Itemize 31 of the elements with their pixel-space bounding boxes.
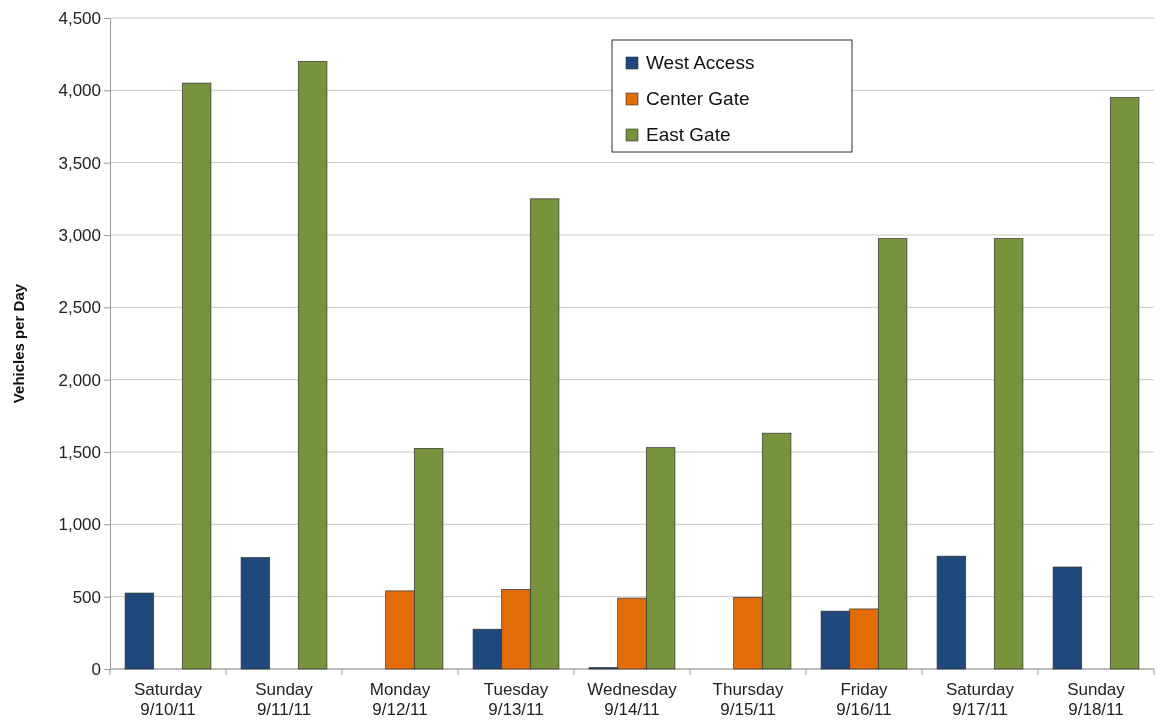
- y-tick-label: 4,500: [58, 8, 101, 28]
- y-tick-label: 1,000: [58, 515, 101, 535]
- x-tick-label: Monday 9/12/11: [369, 680, 431, 719]
- bar: [1109, 97, 1140, 670]
- y-tick-label: 500: [72, 587, 101, 607]
- bar: [936, 555, 967, 670]
- y-tick-label: 1,500: [58, 442, 101, 462]
- y-tick-label: 3,000: [58, 225, 101, 245]
- x-tick-label: Tuesday 9/13/11: [483, 680, 549, 719]
- x-tick-label: Saturday 9/17/11: [945, 680, 1015, 719]
- y-tick-label: 2,000: [58, 370, 101, 390]
- bar: [240, 557, 271, 670]
- x-tick-label: Thursday 9/15/11: [712, 680, 784, 719]
- x-tick-label: Sunday 9/18/11: [1067, 680, 1126, 719]
- bar: [993, 238, 1024, 670]
- x-tick-label: Saturday 9/10/11: [133, 680, 203, 719]
- legend-label: East Gate: [646, 124, 731, 145]
- y-tick-label: 0: [91, 659, 101, 679]
- bar: [124, 592, 155, 670]
- y-axis-title: Vehicles per Day: [10, 283, 27, 404]
- bar: [1052, 566, 1083, 670]
- x-tick-label: Wednesday 9/14/11: [587, 680, 678, 719]
- legend-label: Center Gate: [646, 88, 750, 109]
- y-tick-label: 3,500: [58, 153, 101, 173]
- x-tick-label: Friday 9/16/11: [836, 680, 892, 719]
- x-tick-label: Sunday 9/11/11: [255, 680, 314, 719]
- legend-label: West Access: [646, 52, 755, 73]
- bar: [181, 82, 212, 670]
- y-tick-label: 4,000: [58, 81, 101, 101]
- bar: [297, 61, 328, 670]
- y-tick-label: 2,500: [58, 298, 101, 318]
